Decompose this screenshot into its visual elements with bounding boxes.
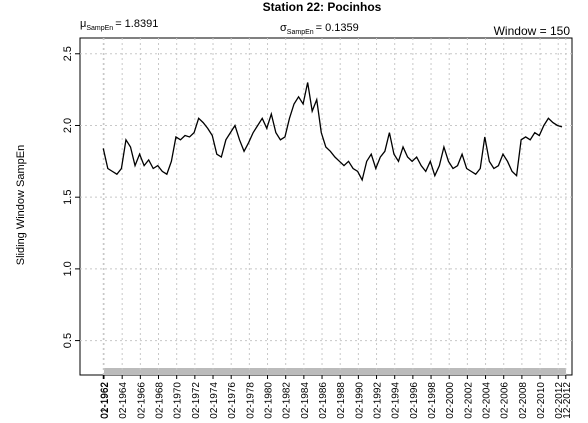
x-tick-label: 02-1996 [409, 382, 420, 419]
y-tick-label: 0.5 [62, 333, 74, 348]
mean-sub: SampEn [86, 25, 113, 32]
x-tick-label: 02-1988 [336, 382, 347, 419]
x-tick-label: 02-1974 [209, 382, 220, 419]
rug-band [104, 368, 566, 375]
x-tick-label: 02-2006 [500, 382, 511, 419]
y-tick-label: 1.5 [62, 190, 74, 205]
x-tick-label: 02-2008 [518, 382, 529, 419]
x-tick-label: 12-2012 [562, 382, 573, 419]
plot-frame [79, 37, 573, 376]
sd-annotation: σSampEn = 0.1359 [280, 22, 359, 36]
x-tick-label: 02-1978 [245, 382, 256, 419]
mean-annotation: μSampEn = 1.8391 [80, 18, 158, 32]
x-tick-label: 02-1994 [391, 382, 402, 419]
x-tick-label: 02-1992 [373, 382, 384, 419]
y-tick-label: 2.0 [62, 118, 74, 133]
x-tick-label: 02-1964 [118, 382, 129, 419]
x-tick-label: 02-1982 [282, 382, 293, 419]
x-tick-label: 02-1984 [300, 382, 311, 419]
x-tick-label: 02-2000 [445, 382, 456, 419]
mean-symbol: μ [80, 18, 86, 30]
x-tick-label: 02-1962 [100, 382, 111, 419]
x-tick-label: 02-1972 [191, 382, 202, 419]
window-annotation: Window = 150 [494, 24, 571, 38]
y-axis-label: Sliding Window SampEn [15, 145, 27, 265]
x-tick-label: 02-1980 [264, 382, 275, 419]
y-tick-label: 1.0 [62, 261, 74, 276]
x-tick-label: 02-1986 [318, 382, 329, 419]
series-line [102, 82, 563, 182]
x-tick-label: 02-1976 [227, 382, 238, 419]
mean-text: = 1.8391 [115, 18, 158, 30]
x-tick-label: 02-2002 [463, 382, 474, 419]
sd-sub: SampEn [287, 29, 314, 36]
x-tick-label: 02-1966 [136, 382, 147, 419]
sd-text: = 0.1359 [316, 22, 359, 34]
x-tick-label: 02-1990 [354, 382, 365, 419]
y-tick-label: 2.5 [62, 46, 74, 61]
x-tick-label: 02-2010 [536, 382, 547, 419]
sd-symbol: σ [280, 22, 287, 34]
x-tick-label: 02-1998 [427, 382, 438, 419]
x-tick-label: 01-1962 [99, 382, 110, 419]
x-tick-label: 02-2012 [554, 382, 565, 419]
x-tick-label: 02-1968 [155, 382, 166, 419]
x-tick-label: 02-2004 [482, 382, 493, 419]
x-tick-label: 02-1970 [173, 382, 184, 419]
chart-title: Station 22: Pocinhos [263, 0, 382, 14]
